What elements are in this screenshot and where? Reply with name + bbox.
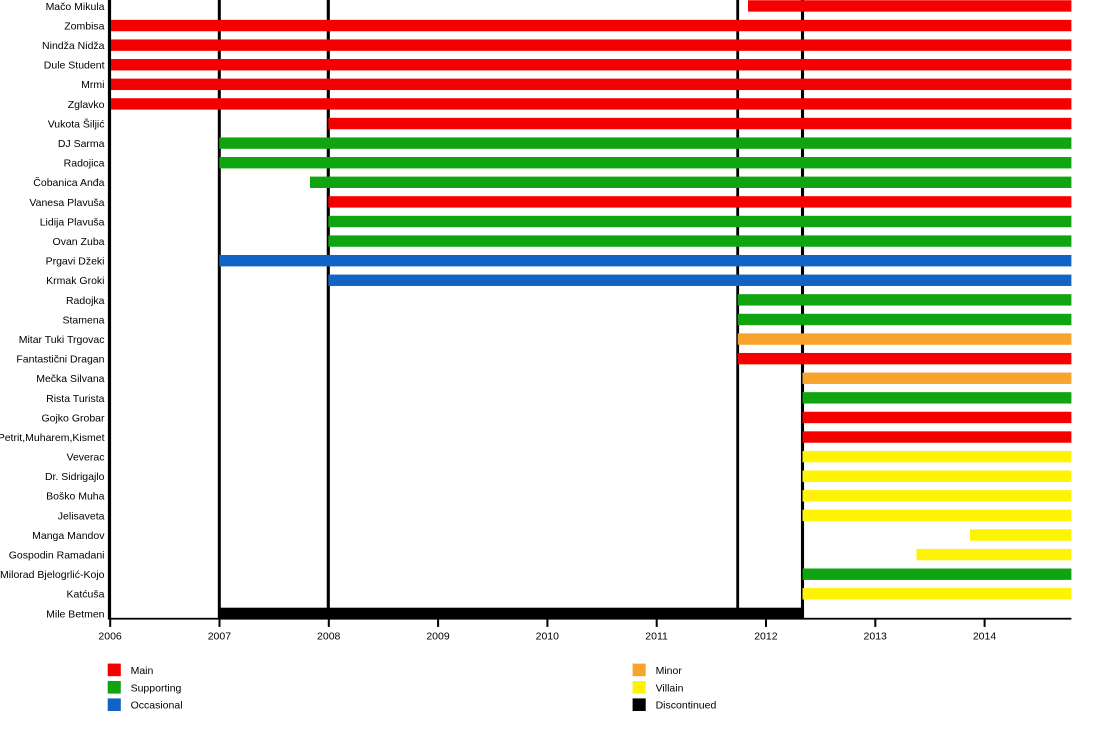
svg-text:2010: 2010 [536,631,560,643]
svg-text:Čobanica Anđa: Čobanica Anđa [33,176,104,189]
svg-text:2008: 2008 [317,631,341,643]
svg-text:Minor: Minor [656,665,683,677]
svg-text:Boško Muha: Boško Muha [46,491,105,503]
svg-text:Veverac: Veverac [67,452,105,464]
svg-text:2009: 2009 [426,631,450,643]
svg-text:Katćuša: Katćuša [67,589,105,601]
svg-text:Mrmi: Mrmi [81,79,104,91]
svg-text:Gojko Grobar: Gojko Grobar [41,412,105,424]
svg-text:Krmak Groki: Krmak Groki [46,275,104,287]
svg-text:Petrit,Muharem,Kismet: Petrit,Muharem,Kismet [0,432,105,444]
svg-text:Vanesa Plavuša: Vanesa Plavuša [29,197,104,209]
svg-text:2006: 2006 [98,631,122,643]
svg-text:2007: 2007 [208,631,232,643]
svg-text:Dule Student: Dule Student [44,60,105,72]
svg-text:Mile Betmen: Mile Betmen [46,608,105,620]
svg-text:Mačo Mikula: Mačo Mikula [46,1,105,13]
svg-text:Villain: Villain [656,682,684,694]
svg-text:Manga Mandov: Manga Mandov [32,530,105,542]
svg-text:Main: Main [131,665,154,677]
svg-text:Rista Turista: Rista Turista [46,393,105,405]
svg-text:Discontinued: Discontinued [656,700,717,712]
svg-text:Radojka: Radojka [66,295,105,307]
svg-text:Radojica: Radojica [64,158,105,170]
svg-text:Prgavi Džeki: Prgavi Džeki [46,256,105,268]
svg-text:Zglavko: Zglavko [68,99,105,111]
svg-text:DJ Sarma: DJ Sarma [58,138,105,150]
svg-text:2013: 2013 [864,631,888,643]
svg-text:Zombisa: Zombisa [64,20,104,32]
svg-text:Fantastični Dragan: Fantastični Dragan [16,354,104,366]
svg-text:Gospodin Ramadani: Gospodin Ramadani [9,550,105,562]
svg-text:Dr. Sidrigajlo: Dr. Sidrigajlo [45,471,105,483]
svg-text:2014: 2014 [973,631,997,643]
svg-text:Jelisaveta: Jelisaveta [58,510,105,522]
svg-text:Vukota Šiljić: Vukota Šiljić [48,117,105,130]
svg-text:Ovan Zuba: Ovan Zuba [53,236,105,248]
svg-text:Milorad Bjelogrlić-Kojo: Milorad Bjelogrlić-Kojo [0,569,105,581]
svg-text:Stamena: Stamena [62,314,104,326]
svg-text:2012: 2012 [754,631,778,643]
svg-text:Mečka Silvana: Mečka Silvana [36,373,104,385]
svg-text:Occasional: Occasional [131,700,183,712]
svg-text:Mitar Tuki Trgovac: Mitar Tuki Trgovac [19,334,105,346]
svg-text:Supporting: Supporting [131,682,182,694]
svg-text:Lidija Plavuša: Lidija Plavuša [40,216,105,228]
svg-text:2011: 2011 [645,631,668,643]
svg-text:Nindža Nidža: Nindža Nidža [42,40,105,52]
